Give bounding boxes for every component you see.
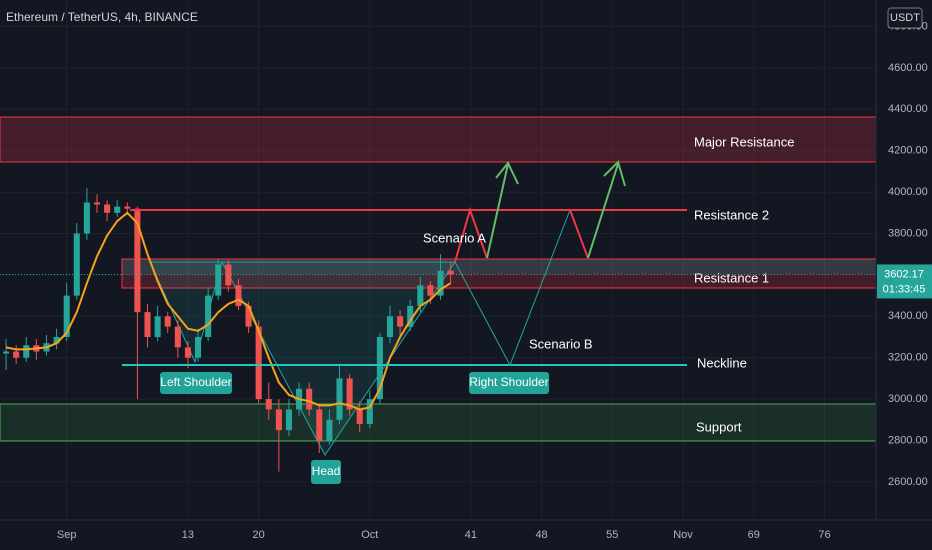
scenario-b-path xyxy=(454,209,571,367)
currency-badge[interactable] xyxy=(887,7,923,29)
zones xyxy=(0,116,877,456)
candle-body xyxy=(336,378,343,420)
chart-title: Ethereum / TetherUS, 4h, BINANCE xyxy=(6,10,198,24)
candle-body xyxy=(83,202,90,234)
y-tick-label: 4200.00 xyxy=(888,145,928,157)
candle-body xyxy=(397,316,404,327)
drawings: Major Resistance Resistance 2 Resistance… xyxy=(122,134,794,484)
x-tick-label: 20 xyxy=(253,529,265,541)
candle-body xyxy=(437,270,444,296)
candle-body xyxy=(316,409,323,441)
annotation-label: Left Shoulder xyxy=(160,375,231,389)
candle-body xyxy=(144,312,151,338)
annotation-label: Major Resistance xyxy=(694,134,794,149)
candles xyxy=(3,187,454,472)
candle-body xyxy=(386,316,394,338)
candle-body xyxy=(195,337,202,358)
label-box xyxy=(469,372,549,394)
y-tick-label: 3400.00 xyxy=(888,310,928,322)
candle-body xyxy=(114,206,121,213)
candle-body xyxy=(93,202,101,205)
scenario-b-arrow xyxy=(587,163,619,259)
x-tick-label: 76 xyxy=(818,529,830,541)
support-zone xyxy=(0,403,877,442)
scenario-a-pullback xyxy=(454,206,488,263)
scenario-a-arrow xyxy=(486,163,509,259)
candle-body xyxy=(306,388,313,410)
currency-label: USDT xyxy=(890,12,920,24)
y-tick-label: 4600.00 xyxy=(888,62,928,74)
candle-body xyxy=(356,409,363,424)
annotation-label: Scenario B xyxy=(529,336,593,351)
annotation-label: Scenario A xyxy=(423,230,486,245)
y-tick-label: 3000.00 xyxy=(888,393,928,405)
y-tick-label: 3200.00 xyxy=(888,352,928,364)
candle-body xyxy=(134,208,141,313)
y-tick-label: 4000.00 xyxy=(888,186,928,198)
candle-body xyxy=(205,295,212,338)
candle-body xyxy=(184,347,191,358)
x-tick-label: 55 xyxy=(606,529,618,541)
candle-body xyxy=(427,285,434,296)
candle-body xyxy=(13,351,20,358)
scenario-b-pullback xyxy=(569,209,589,259)
candle-body xyxy=(275,409,282,431)
grid xyxy=(0,0,876,520)
y-tick-label: 2800.00 xyxy=(888,434,928,446)
x-tick-label: 69 xyxy=(748,529,760,541)
candle-body xyxy=(265,399,272,410)
candle-body xyxy=(124,206,131,209)
candle-body xyxy=(346,378,353,410)
candle-body xyxy=(366,399,373,424)
axes: 2600.002800.003000.003200.003400.003600.… xyxy=(0,20,932,541)
candle-body xyxy=(376,337,383,400)
annotation-label: Resistance 1 xyxy=(694,270,769,285)
annotation-label: Resistance 2 xyxy=(694,207,769,222)
candle-body xyxy=(285,409,292,431)
annotation-label: Neckline xyxy=(697,355,747,370)
x-tick-label: 41 xyxy=(465,529,477,541)
candle-body xyxy=(326,419,333,441)
candle-body xyxy=(215,264,222,296)
y-tick-label: 4400.00 xyxy=(888,103,928,115)
resistance-1-zone-bottom xyxy=(122,274,876,288)
annotation-label: Support xyxy=(696,419,742,434)
candle-body xyxy=(174,326,181,348)
last-price-box xyxy=(877,264,932,299)
x-tick-label: 48 xyxy=(535,529,547,541)
x-tick-label: Nov xyxy=(673,529,693,541)
candle-body xyxy=(245,305,252,327)
countdown-label: 01:33:45 xyxy=(883,283,926,295)
candle-body xyxy=(164,316,171,327)
candle-body xyxy=(23,345,30,358)
candle-body xyxy=(255,326,262,400)
candle-body xyxy=(154,316,161,338)
candle-body xyxy=(417,285,424,306)
scenario-a-arrowhead xyxy=(495,161,519,185)
candle-body xyxy=(407,305,414,327)
x-tick-label: Sep xyxy=(57,529,77,541)
candle-body xyxy=(235,285,242,306)
candle-body xyxy=(3,351,10,354)
candle-body xyxy=(63,295,70,338)
major-resistance-zone xyxy=(0,116,877,163)
last-price-label: 3602.17 xyxy=(884,268,924,280)
label-box xyxy=(311,460,341,484)
x-tick-label: Oct xyxy=(361,529,378,541)
resistance-1-zone-top xyxy=(122,259,876,274)
y-tick-label: 3800.00 xyxy=(888,227,928,239)
moving-average-line xyxy=(5,211,452,411)
label-box xyxy=(160,372,232,394)
annotation-label: Right Shoulder xyxy=(469,375,548,389)
candle-body xyxy=(447,270,454,275)
y-tick-label: 2600.00 xyxy=(888,476,928,488)
annotation-label: Head xyxy=(312,464,341,478)
x-tick-label: 13 xyxy=(182,529,194,541)
candle-body xyxy=(104,204,111,213)
candle-body xyxy=(53,337,60,344)
scenario-b-arrowhead xyxy=(603,160,626,187)
candle-body xyxy=(73,233,80,296)
